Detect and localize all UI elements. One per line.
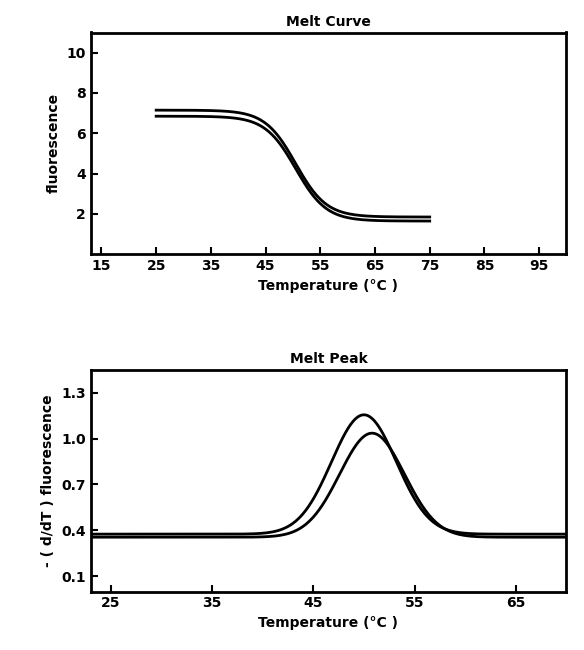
X-axis label: Temperature (°C ): Temperature (°C ) <box>259 616 398 630</box>
Title: Melt Curve: Melt Curve <box>286 14 371 29</box>
X-axis label: Temperature (°C ): Temperature (°C ) <box>259 279 398 293</box>
Title: Melt Peak: Melt Peak <box>290 352 367 366</box>
Y-axis label: fluorescence: fluorescence <box>47 94 61 194</box>
Y-axis label: - ( d/dT ) fluorescence: - ( d/dT ) fluorescence <box>41 395 55 567</box>
